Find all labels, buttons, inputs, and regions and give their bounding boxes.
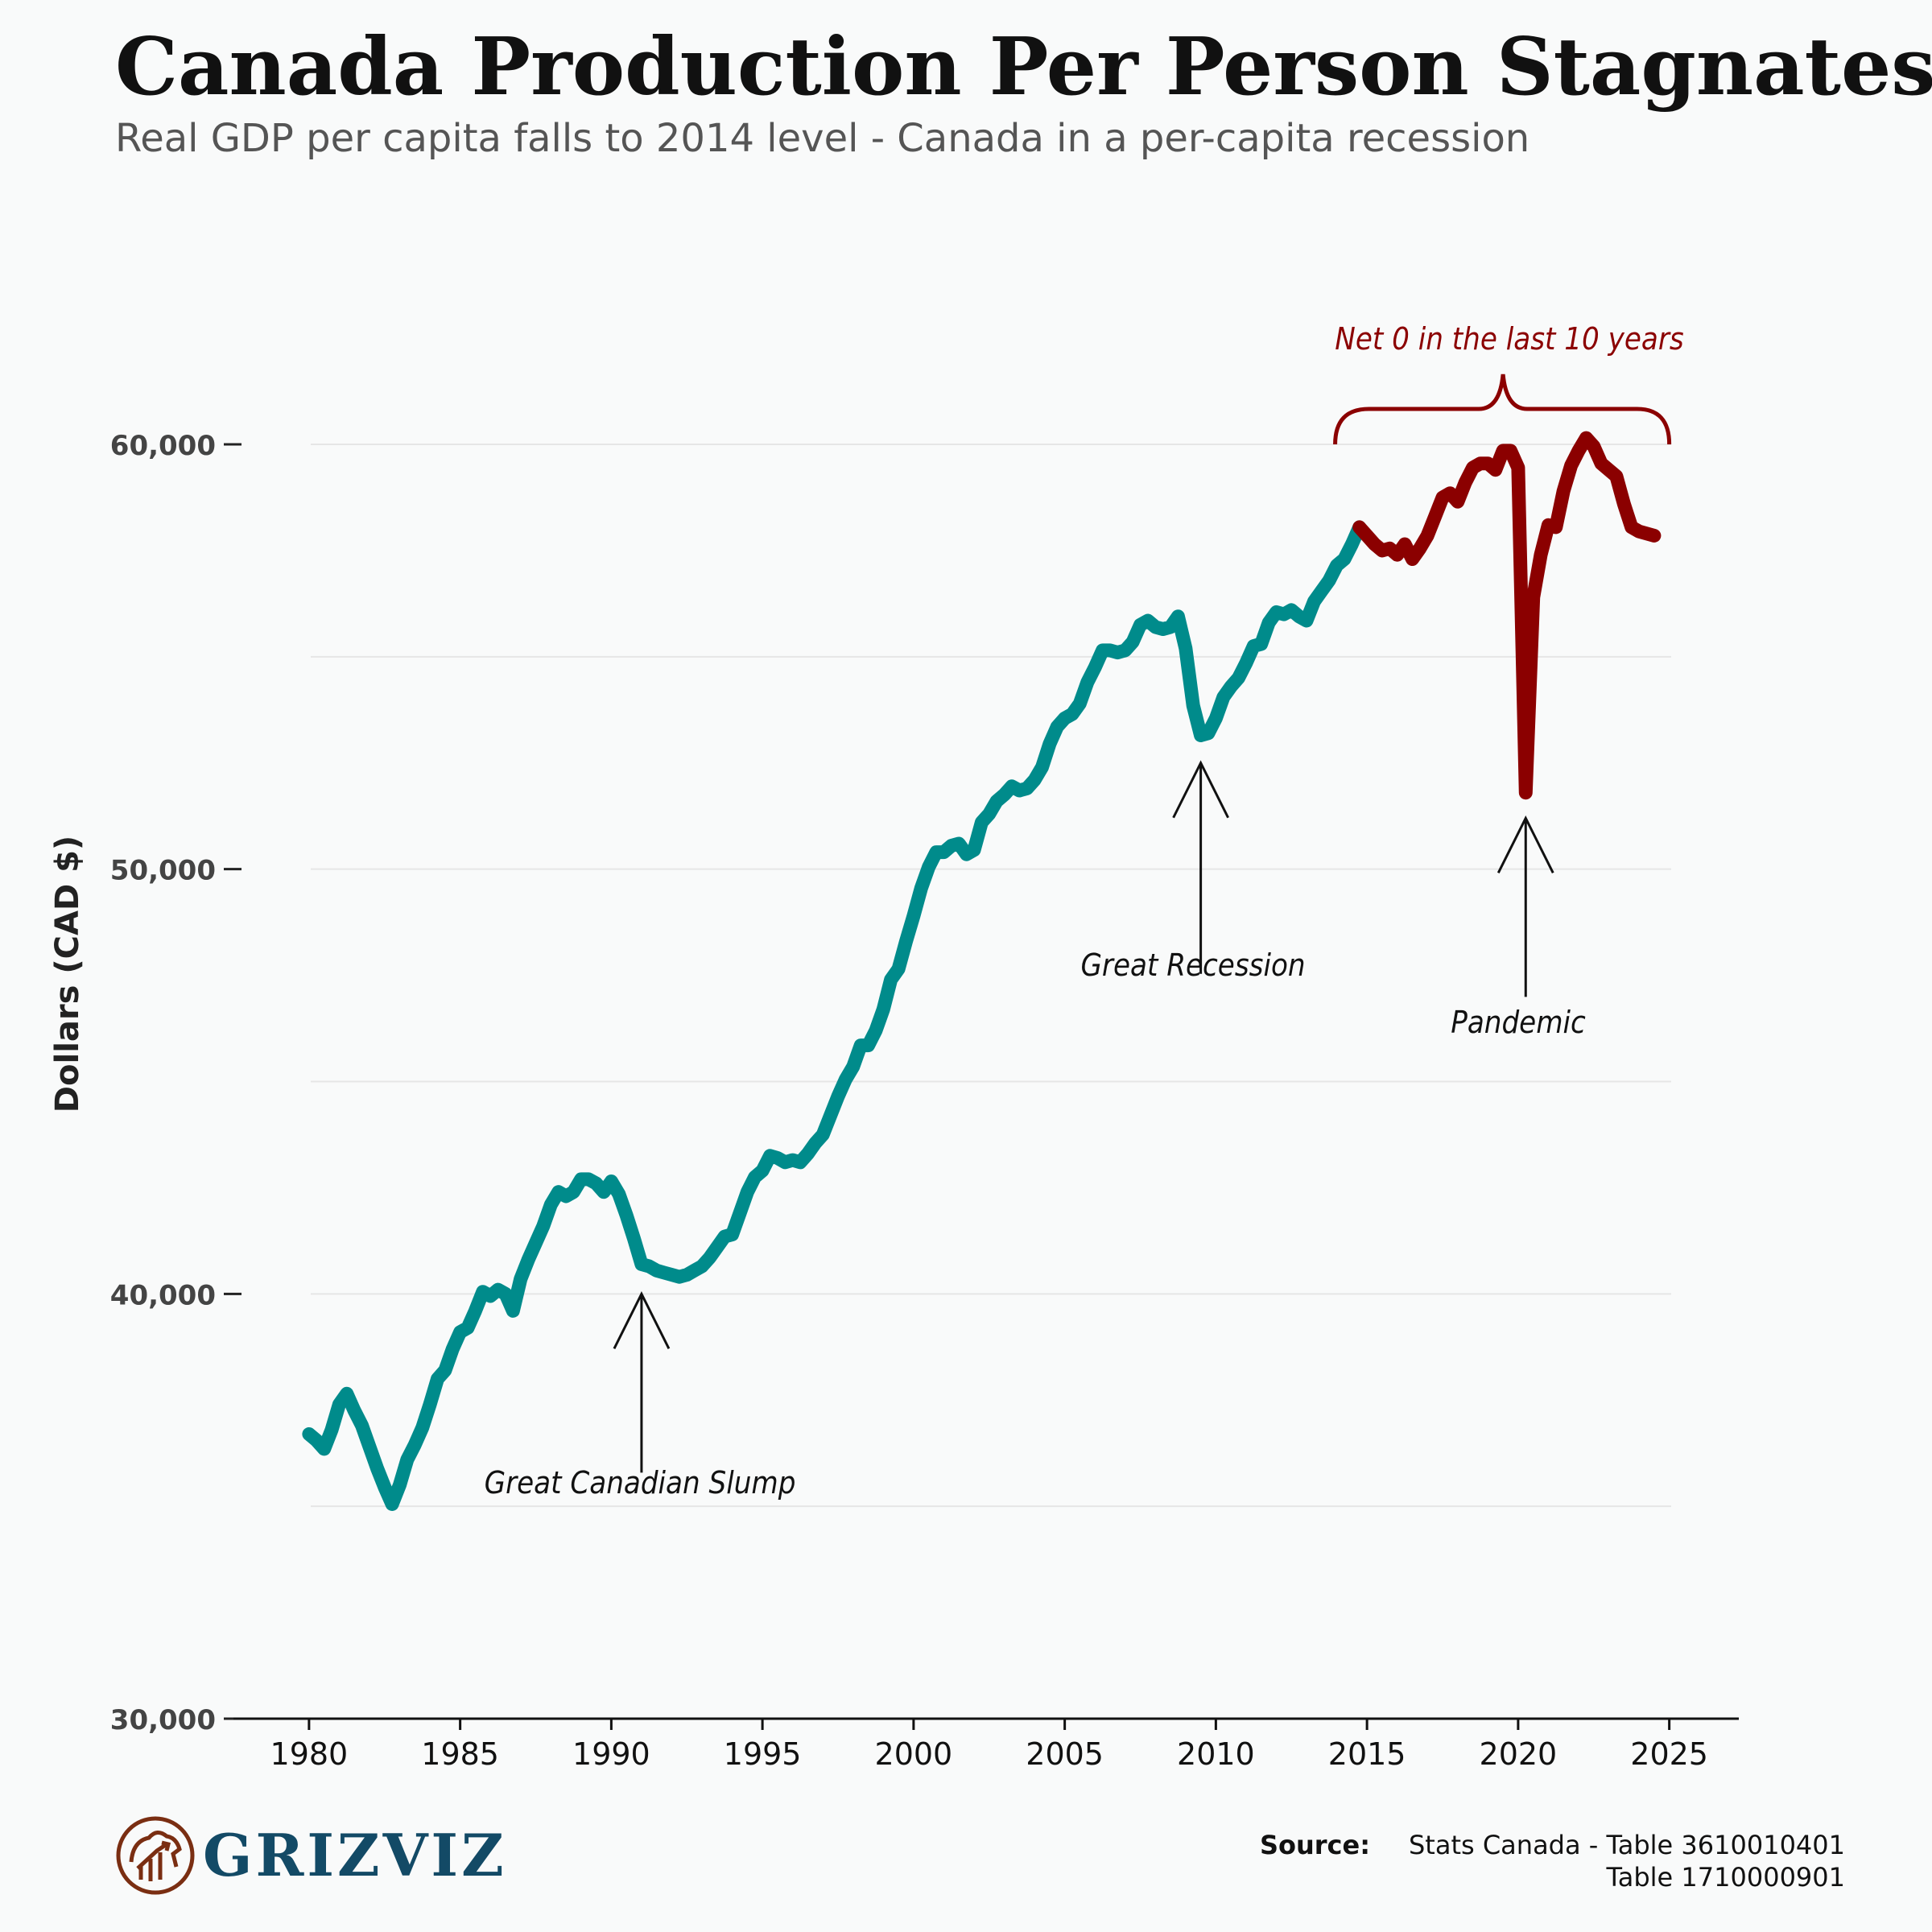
grid: [311, 444, 1671, 1508]
annotation-great-recession: Great Recession: [1080, 760, 1306, 983]
annotation-net-zero: Net 0 in the last 10 years: [1333, 321, 1684, 445]
source-label: Source:: [1260, 1830, 1370, 1860]
source-line-1: Stats Canada - Table 3610010401: [1409, 1830, 1845, 1860]
x-tick-label: 1995: [724, 1736, 802, 1772]
y-tick-label: 30,000: [110, 1704, 216, 1736]
series-line-since-2015: [1352, 431, 1662, 800]
bear-chart-icon: [116, 1816, 195, 1895]
x-tick-label: 2025: [1630, 1736, 1708, 1772]
x-axis: 1980 1985 1990 1995 2000 2005 2010 2015 2020 2025: [233, 1717, 1739, 1772]
grizviz-logo: GRIZVIZ: [116, 1816, 507, 1895]
x-tick-label: 1985: [421, 1736, 499, 1772]
annotation-label-net-zero: Net 0 in the last 10 years: [1335, 321, 1684, 357]
y-tick-label: 50,000: [110, 855, 216, 887]
annotation-arrow-recession: [1172, 760, 1229, 974]
annotation-brace-net-zero: [1333, 374, 1672, 445]
annotation-arrow-pandemic: [1496, 815, 1554, 997]
chart-subtitle: Real GDP per capita falls to 2014 level …: [115, 116, 1530, 161]
x-tick-label: 2015: [1328, 1736, 1406, 1772]
annotation-pandemic: Pandemic: [1451, 815, 1586, 1040]
source-line-2: Table 1710000901: [1605, 1862, 1845, 1893]
annotation-label-pandemic: Pandemic: [1451, 1005, 1586, 1040]
x-tick-label: 2000: [875, 1736, 953, 1772]
x-tick-label: 2010: [1177, 1736, 1255, 1772]
annotation-label-recession: Great Recession: [1080, 947, 1305, 983]
annotation-great-canadian-slump: Great Canadian Slump: [485, 1290, 796, 1501]
series-line-before-2015: [302, 520, 1367, 1511]
source-note: Source: Stats Canada - Table 3610010401 …: [1260, 1830, 1845, 1893]
x-tick-label: 2020: [1480, 1736, 1558, 1772]
chart-title: Canada Production Per Person Stagnates: [115, 21, 1932, 114]
plot-lines: [302, 431, 1662, 1511]
x-tick-label: 1990: [572, 1736, 650, 1772]
y-axis: 30,000 40,000 50,000 60,000: [110, 430, 242, 1736]
y-tick-label: 40,000: [110, 1279, 216, 1311]
y-tick-label: 60,000: [110, 430, 216, 462]
y-axis-label: Dollars (CAD $): [49, 836, 86, 1113]
x-tick-label: 2005: [1026, 1736, 1104, 1772]
logo-wordmark: GRIZVIZ: [203, 1821, 507, 1889]
annotation-label-slump: Great Canadian Slump: [485, 1465, 796, 1501]
x-tick-label: 1980: [270, 1736, 349, 1772]
annotation-arrow-slump: [613, 1290, 671, 1473]
